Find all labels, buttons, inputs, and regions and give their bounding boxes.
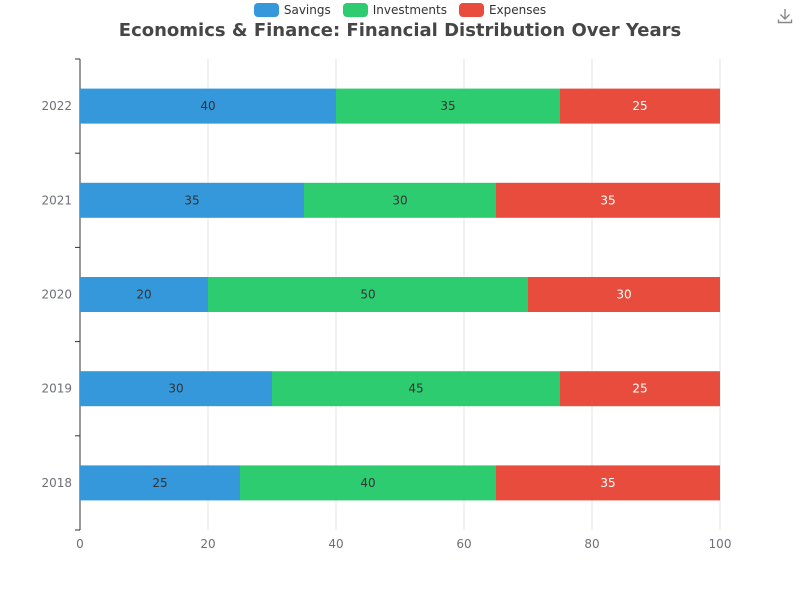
data-label-expenses-2020: 30 [616,288,631,302]
data-label-expenses-2018: 35 [600,476,615,490]
x-tick-label-0: 0 [76,537,84,551]
data-label-savings-2018: 25 [152,476,167,490]
data-label-savings-2019: 30 [168,382,183,396]
x-tick-label-60: 60 [456,537,471,551]
x-tick-label-40: 40 [328,537,343,551]
data-label-expenses-2019: 25 [632,382,647,396]
data-label-savings-2020: 20 [136,288,151,302]
x-tick-label-100: 100 [709,537,732,551]
y-tick-label-2018: 2018 [41,476,72,490]
x-tick-label-20: 20 [200,537,215,551]
data-label-expenses-2022: 25 [632,99,647,113]
data-label-savings-2022: 40 [200,99,215,113]
x-tick-label-80: 80 [584,537,599,551]
data-label-investments-2021: 30 [392,193,407,207]
data-label-investments-2019: 45 [408,382,423,396]
y-tick-label-2020: 2020 [41,288,72,302]
data-label-investments-2020: 50 [360,288,375,302]
data-label-investments-2022: 35 [440,99,455,113]
data-label-expenses-2021: 35 [600,193,615,207]
data-label-investments-2018: 40 [360,476,375,490]
y-tick-label-2019: 2019 [41,382,72,396]
y-tick-label-2022: 2022 [41,99,72,113]
y-tick-label-2021: 2021 [41,193,72,207]
data-label-savings-2021: 35 [184,193,199,207]
